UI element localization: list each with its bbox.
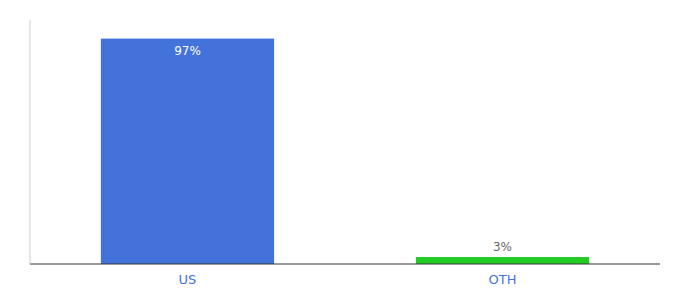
labels: 97% 3% xyxy=(174,44,512,254)
x-tick-label: OTH xyxy=(489,272,517,287)
data-label: 3% xyxy=(493,240,512,254)
chart: 97% 3% US OTH xyxy=(0,0,680,300)
x-axis-line xyxy=(30,264,660,265)
plot-area xyxy=(101,39,589,264)
bar xyxy=(101,39,274,264)
chart-container: 97% 3% US OTH xyxy=(0,0,680,300)
data-label: 97% xyxy=(174,44,201,58)
y-axis-line xyxy=(30,20,31,264)
x-tick-label: US xyxy=(179,272,197,287)
bar xyxy=(416,257,589,264)
